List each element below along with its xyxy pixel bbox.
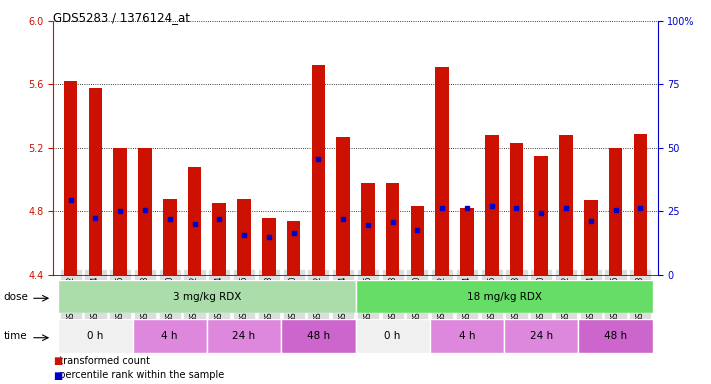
Text: dose: dose <box>4 291 28 302</box>
Bar <box>356 280 653 313</box>
Bar <box>138 148 151 275</box>
Text: 4 h: 4 h <box>161 331 178 341</box>
Bar <box>58 280 356 313</box>
Bar <box>609 148 622 275</box>
Text: 48 h: 48 h <box>306 331 330 341</box>
Bar <box>132 319 207 353</box>
Bar <box>430 319 504 353</box>
Bar <box>113 148 127 275</box>
Bar <box>58 319 132 353</box>
Bar <box>89 88 102 275</box>
Text: time: time <box>4 331 27 341</box>
Text: ■: ■ <box>53 371 63 381</box>
Bar <box>510 143 523 275</box>
Bar <box>163 199 176 275</box>
Bar <box>535 156 548 275</box>
Bar <box>504 319 579 353</box>
Bar <box>207 319 281 353</box>
Bar <box>213 203 226 275</box>
Bar <box>361 183 375 275</box>
Text: 24 h: 24 h <box>530 331 553 341</box>
Bar <box>386 183 400 275</box>
Text: percentile rank within the sample: percentile rank within the sample <box>53 370 225 380</box>
Bar <box>579 319 653 353</box>
Text: 0 h: 0 h <box>385 331 401 341</box>
Text: ■: ■ <box>53 356 63 366</box>
Bar <box>460 208 474 275</box>
Text: 3 mg/kg RDX: 3 mg/kg RDX <box>173 291 241 302</box>
Bar <box>584 200 598 275</box>
Bar <box>287 221 300 275</box>
Bar <box>188 167 201 275</box>
Bar <box>262 218 276 275</box>
Bar <box>634 134 647 275</box>
Text: 4 h: 4 h <box>459 331 475 341</box>
Text: 24 h: 24 h <box>232 331 256 341</box>
Text: GDS5283 / 1376124_at: GDS5283 / 1376124_at <box>53 12 191 25</box>
Bar <box>281 319 356 353</box>
Text: 18 mg/kg RDX: 18 mg/kg RDX <box>466 291 542 302</box>
Bar <box>311 66 325 275</box>
Text: transformed count: transformed count <box>53 356 150 366</box>
Bar <box>336 137 350 275</box>
Bar <box>237 199 251 275</box>
Bar <box>435 67 449 275</box>
Bar <box>411 207 424 275</box>
Bar <box>356 319 430 353</box>
Text: 0 h: 0 h <box>87 331 104 341</box>
Bar <box>64 81 77 275</box>
Bar <box>485 135 498 275</box>
Bar <box>560 135 573 275</box>
Text: 48 h: 48 h <box>604 331 627 341</box>
